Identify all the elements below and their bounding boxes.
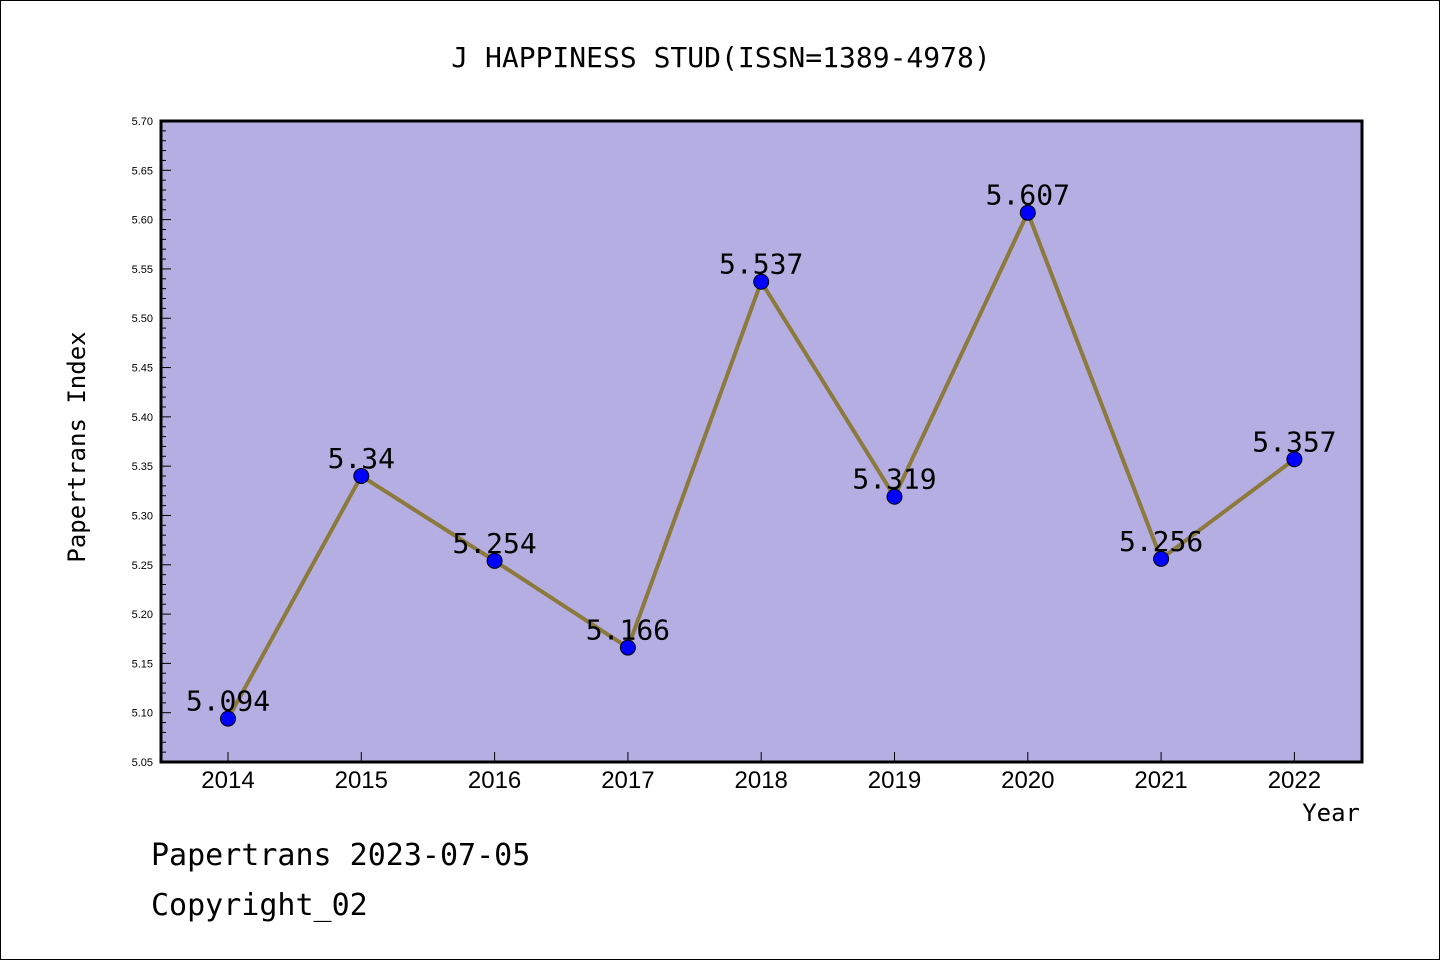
y-tick-label: 5.55	[132, 264, 153, 276]
data-point	[619, 639, 636, 656]
y-tick-label: 5.10	[132, 708, 153, 720]
data-label: 5.537	[719, 248, 803, 281]
x-tick-label: 2014	[201, 767, 254, 794]
y-axis-label: Papertrans Index	[63, 331, 91, 562]
x-tick-label: 2017	[601, 767, 654, 794]
data-label: 5.254	[452, 527, 536, 560]
data-label: 5.094	[186, 685, 270, 718]
y-tick-label: 5.60	[132, 215, 153, 227]
y-tick-label: 5.25	[132, 560, 153, 572]
y-tick-label: 5.50	[132, 313, 153, 325]
data-label: 5.166	[586, 614, 670, 647]
data-point	[220, 710, 236, 727]
x-axis: 2014 2015 2016 2017 2018 2019 2020 2021 2022	[201, 752, 1321, 794]
x-tick-label: 2015	[335, 767, 388, 794]
data-label: 5.607	[986, 179, 1070, 212]
data-point	[1153, 550, 1170, 567]
x-tick-label: 2016	[468, 767, 521, 794]
y-tick-label: 5.30	[132, 510, 153, 522]
series-layer: 5.094 5.34 5.254 5.166 5.537 5.319 5.607 5.256 5…	[186, 179, 1337, 727]
y-tick-label: 5.05	[132, 757, 153, 769]
y-tick-label: 5.70	[132, 116, 153, 128]
plot-area	[159, 119, 1364, 764]
y-tick-label: 5.40	[132, 412, 153, 424]
footer-copyright: Copyright_02	[151, 888, 368, 923]
chart-title: J HAPPINESS STUD(ISSN=1389-4978)	[451, 41, 990, 74]
data-label: 5.34	[328, 442, 395, 475]
data-point	[353, 468, 370, 485]
y-axis: 5.05 5.10 5.15 5.20 5.25 5.30 5.35 5.40 5.45 5.50…	[132, 116, 171, 769]
data-label: 5.319	[852, 463, 936, 496]
data-point	[753, 273, 770, 290]
data-label: 5.256	[1119, 525, 1203, 558]
x-tick-label: 2019	[868, 767, 921, 794]
x-tick-label: 2018	[735, 767, 788, 794]
x-tick-label: 2022	[1268, 767, 1321, 794]
data-point	[886, 488, 903, 505]
x-axis-label: Year	[1302, 799, 1360, 827]
footer-date: Papertrans 2023-07-05	[151, 838, 530, 873]
y-tick-label: 5.45	[132, 363, 153, 375]
y-tick-label: 5.35	[132, 461, 153, 473]
y-tick-label: 5.20	[132, 609, 153, 621]
x-tick-label: 2020	[1001, 767, 1054, 794]
y-tick-label: 5.15	[132, 658, 153, 670]
x-tick-label: 2021	[1134, 767, 1187, 794]
data-point	[1019, 204, 1036, 221]
data-point	[1286, 451, 1303, 468]
data-point	[486, 552, 503, 569]
y-tick-label: 5.65	[132, 165, 153, 177]
data-label: 5.357	[1252, 425, 1336, 458]
